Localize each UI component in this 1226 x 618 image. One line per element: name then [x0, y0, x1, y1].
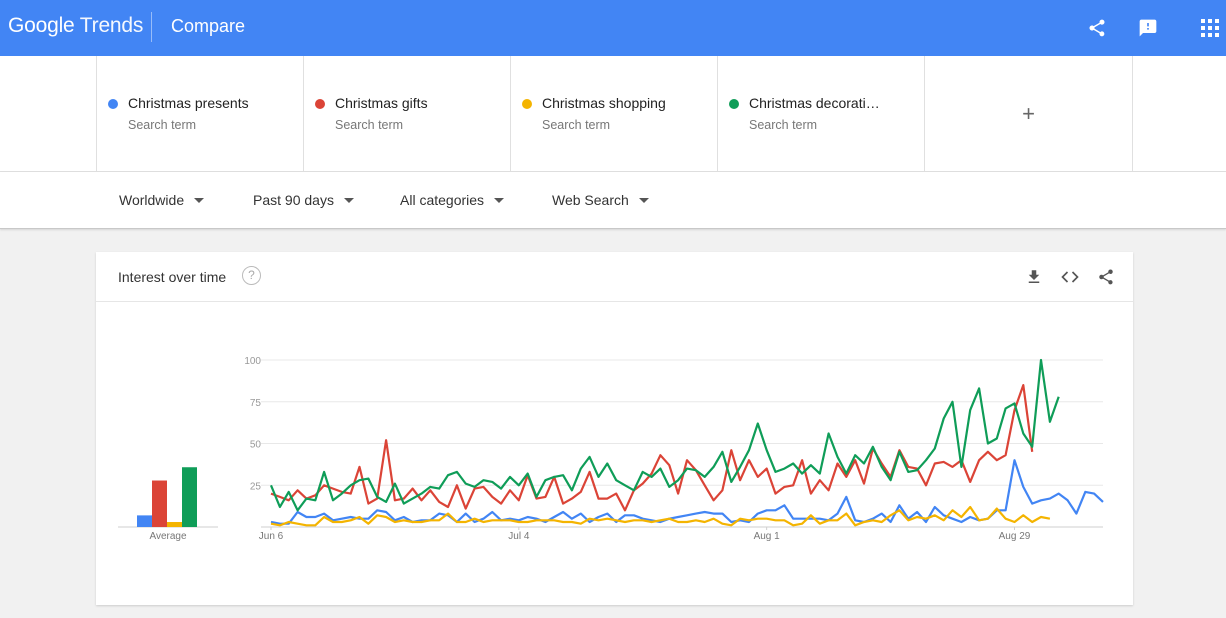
average-label: Average — [149, 531, 187, 542]
term-name: Christmas decorati… — [749, 95, 880, 111]
series-color-dot — [315, 99, 325, 109]
term-name: Christmas shopping — [542, 95, 666, 111]
term-name: Christmas gifts — [335, 95, 428, 111]
term-type: Search term — [128, 118, 197, 132]
card-header: Interest over time ? — [96, 252, 1133, 302]
logo-google-text: Google — [8, 14, 75, 37]
y-tick-label: 100 — [244, 356, 261, 367]
y-tick-label: 50 — [250, 440, 262, 451]
top-app-bar: Google Trends Compare — [0, 0, 1226, 56]
region-label: Worldwide — [119, 192, 185, 208]
x-tick-label: Jul 4 — [508, 531, 530, 542]
y-tick-label: 25 — [250, 481, 262, 492]
term-name: Christmas presents — [128, 95, 249, 111]
download-icon[interactable] — [1022, 265, 1046, 289]
series-line-2 — [270, 383, 1034, 512]
x-tick-label: Aug 29 — [999, 531, 1031, 542]
compare-term-2[interactable]: Christmas gifts Search term — [303, 56, 510, 172]
dropdown-arrow-icon — [343, 197, 354, 203]
search-type-dropdown[interactable]: Web Search — [552, 192, 649, 208]
dropdown-arrow-icon — [494, 197, 505, 203]
term-type: Search term — [749, 118, 818, 132]
y-tick-label: 75 — [250, 398, 262, 409]
average-bar — [182, 467, 197, 527]
x-tick-label: Jun 6 — [259, 531, 284, 542]
compare-terms-bar: Christmas presents Search term Christmas… — [0, 56, 1226, 172]
term-type: Search term — [335, 118, 404, 132]
apps-grid-icon[interactable] — [1196, 14, 1224, 42]
category-label: All categories — [400, 192, 485, 208]
add-comparison-button[interactable]: + — [924, 56, 1133, 172]
compare-term-4[interactable]: Christmas decorati… Search term — [717, 56, 924, 172]
series-color-dot — [522, 99, 532, 109]
help-icon[interactable]: ? — [242, 266, 261, 285]
card-title: Interest over time — [118, 269, 227, 285]
average-bar — [152, 480, 167, 527]
page-title: Compare — [171, 16, 246, 36]
series-color-dot — [108, 99, 118, 109]
search-type-label: Web Search — [552, 192, 629, 208]
embed-code-icon[interactable] — [1058, 265, 1082, 289]
compare-term-3[interactable]: Christmas shopping Search term — [510, 56, 717, 172]
share-icon[interactable] — [1083, 14, 1111, 42]
interest-over-time-chart[interactable]: 25 50 75 100 Jun 6 Jul 4 Aug 1 Aug 29 Average — [96, 302, 1133, 605]
google-trends-logo[interactable]: Google Trends — [8, 14, 143, 38]
filter-bar: Worldwide Past 90 days All categories We… — [0, 172, 1226, 229]
term-type: Search term — [542, 118, 611, 132]
series-color-dot — [729, 99, 739, 109]
dropdown-arrow-icon — [194, 197, 205, 203]
feedback-icon[interactable] — [1134, 14, 1162, 42]
dropdown-arrow-icon — [638, 197, 649, 203]
interest-over-time-card: Interest over time ? 25 50 75 100 Jun 6 Jul 4… — [96, 252, 1133, 605]
series-line-4 — [269, 358, 1060, 512]
x-tick-label: Aug 1 — [754, 531, 781, 542]
average-bar — [137, 515, 152, 527]
logo-trends-text: Trends — [79, 14, 144, 37]
header-divider — [151, 12, 152, 42]
region-dropdown[interactable]: Worldwide — [119, 192, 205, 208]
compare-term-1[interactable]: Christmas presents Search term — [96, 56, 303, 172]
category-dropdown[interactable]: All categories — [400, 192, 505, 208]
time-range-label: Past 90 days — [253, 192, 334, 208]
share-icon[interactable] — [1094, 265, 1118, 289]
series-line-3 — [270, 505, 1051, 527]
average-bar — [167, 522, 182, 527]
time-range-dropdown[interactable]: Past 90 days — [253, 192, 354, 208]
